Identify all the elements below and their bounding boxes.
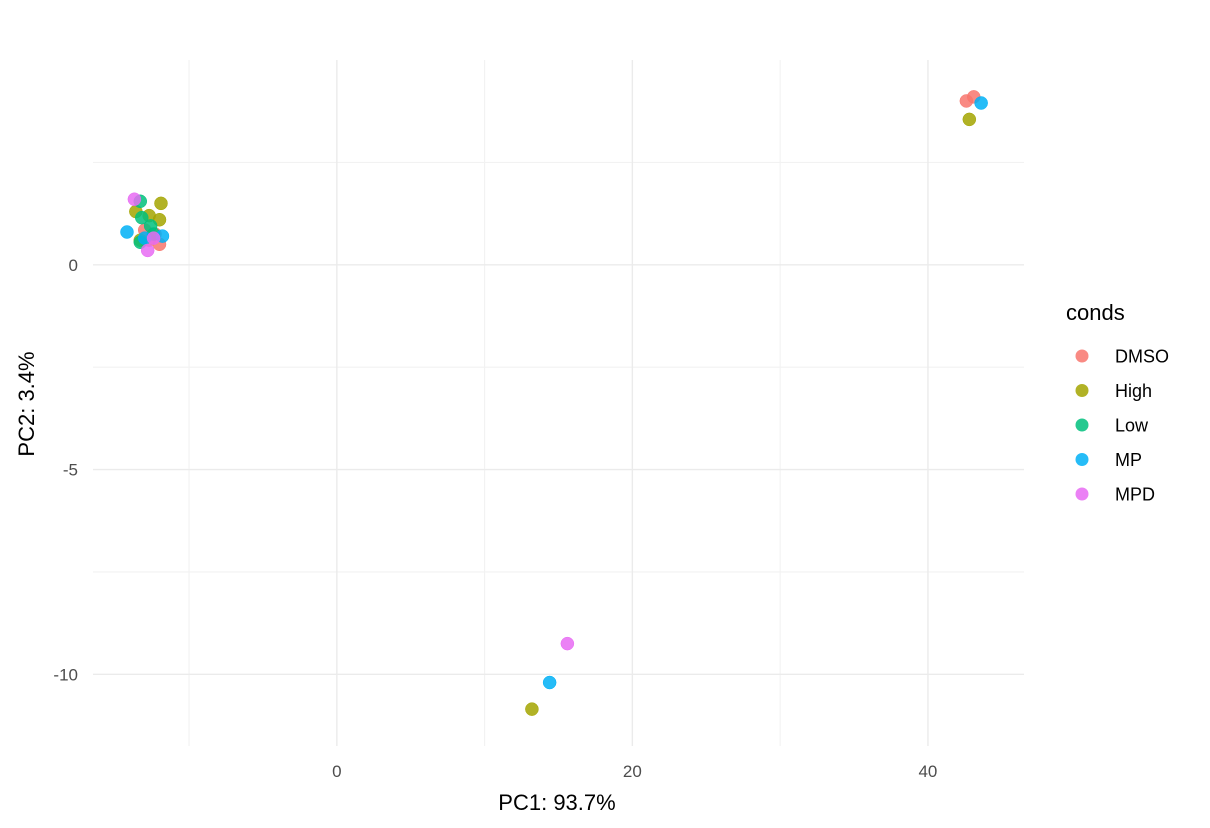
y-axis-title: PC2: 3.4% xyxy=(14,351,39,456)
series-dmso xyxy=(137,90,981,252)
legend-label: High xyxy=(1115,381,1152,401)
data-point xyxy=(525,702,539,716)
data-point xyxy=(135,210,149,225)
legend-swatch xyxy=(1075,384,1089,397)
legend-title: conds xyxy=(1066,300,1125,325)
legend-label: MP xyxy=(1115,450,1142,470)
x-axis-title: PC1: 93.7% xyxy=(498,790,615,815)
data-point xyxy=(127,192,142,206)
legend-label: DMSO xyxy=(1115,347,1169,367)
x-tick-label: 0 xyxy=(332,762,341,781)
y-tick-label: -5 xyxy=(63,461,78,480)
series-high xyxy=(129,112,977,716)
data-point xyxy=(154,196,168,211)
x-tick-label: 20 xyxy=(623,762,642,781)
series-mpd xyxy=(127,192,575,651)
legend-item-dmso: DMSO xyxy=(1075,347,1169,367)
data-point xyxy=(542,675,557,690)
legend-swatch xyxy=(1075,453,1089,466)
legend-swatch xyxy=(1075,487,1089,501)
legend-label: MPD xyxy=(1115,485,1155,505)
legend-item-high: High xyxy=(1075,381,1152,401)
legend-item-mpd: MPD xyxy=(1075,485,1155,505)
y-tick-label: 0 xyxy=(69,256,78,275)
data-point xyxy=(140,243,155,258)
legend-label: Low xyxy=(1115,416,1149,436)
legend: conds DMSO High Low MP MPD xyxy=(1066,300,1169,505)
x-tick-label: 40 xyxy=(918,762,937,781)
series-mp xyxy=(120,96,988,690)
axis-tick-labels: 0 20 40 0 -5 -10 xyxy=(53,256,937,781)
data-point xyxy=(974,96,988,110)
legend-items: DMSO High Low MP MPD xyxy=(1075,347,1169,505)
legend-swatch xyxy=(1075,349,1089,363)
grid-lines xyxy=(93,60,1024,746)
y-tick-label: -10 xyxy=(53,665,78,684)
legend-swatch xyxy=(1075,418,1089,432)
data-point xyxy=(146,231,161,245)
legend-item-mp: MP xyxy=(1075,450,1142,470)
legend-item-low: Low xyxy=(1075,416,1149,436)
data-points xyxy=(120,90,988,716)
data-point xyxy=(962,112,977,127)
data-point xyxy=(560,636,575,651)
data-point xyxy=(120,225,134,239)
